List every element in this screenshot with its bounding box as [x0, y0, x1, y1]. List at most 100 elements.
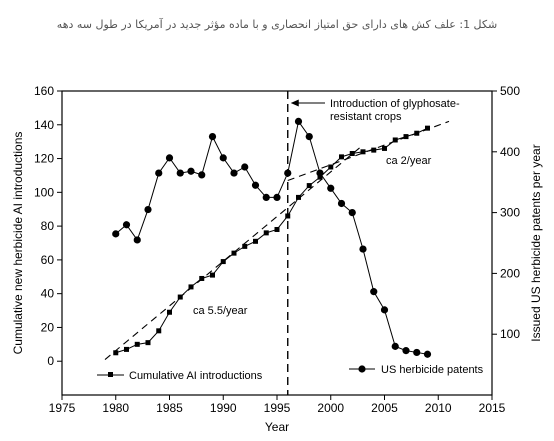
y-left-tick-label: 160 — [34, 84, 54, 98]
ai-introductions-point — [403, 134, 409, 140]
patents-point — [391, 342, 399, 350]
legend-marker-ai — [108, 372, 113, 377]
patents-point — [133, 236, 141, 244]
patents-point — [219, 154, 227, 162]
y-right-tick-label: 100 — [500, 327, 520, 341]
legend: Cumulative AI introductions US herbicide … — [97, 364, 484, 382]
patents-point — [294, 117, 303, 125]
x-tick-label: 2015 — [479, 401, 506, 415]
annotation-text: resistant crops — [330, 111, 402, 123]
patents-point — [327, 184, 335, 192]
patents-point — [413, 348, 421, 357]
y-left-tick-label: 80 — [41, 219, 55, 233]
patents-point — [198, 171, 206, 179]
patents-point — [423, 350, 432, 358]
patents-point — [370, 288, 378, 296]
ai-introductions-point — [210, 272, 215, 278]
patents-point — [380, 306, 389, 314]
ai-introductions-point — [349, 150, 355, 156]
trend-line — [104, 144, 364, 360]
patents-point — [241, 163, 249, 171]
ai-introductions-point — [156, 328, 162, 334]
ai-introductions-point — [145, 340, 151, 346]
legend-label: US herbicide patents — [381, 364, 484, 376]
patents-point — [316, 169, 324, 177]
ai-introductions-point — [177, 294, 183, 300]
annotation-text: Introduction of glyphosate- — [330, 98, 460, 110]
ai-introductions-point — [274, 226, 280, 232]
patents-point — [251, 181, 260, 189]
ai-introductions-point — [167, 309, 172, 315]
figure-caption: شکل 1: علف کش های دارای حق امتیاز انحصار… — [56, 18, 498, 31]
patents-point — [208, 133, 217, 141]
patents-point — [305, 133, 313, 141]
patents-point — [165, 154, 174, 162]
ai-introductions-point — [253, 238, 258, 244]
x-tick-label: 1995 — [264, 401, 291, 415]
x-tick-label: 2000 — [317, 401, 344, 415]
patents-point — [144, 205, 152, 214]
ai-introductions-point — [360, 149, 366, 155]
legend-label: Cumulative AI introductions — [129, 370, 263, 382]
ai-introductions-point — [392, 137, 398, 143]
patents-point — [187, 167, 195, 175]
x-tick-label: 1980 — [102, 401, 129, 415]
patents-point — [402, 347, 410, 355]
ai-introductions-point — [382, 145, 387, 151]
ai-introductions-point — [134, 341, 140, 347]
patents-line — [115, 120, 428, 355]
ai-introductions-line — [115, 127, 428, 354]
y-left-tick-label: 0 — [47, 354, 54, 368]
trend-label: ca 2/year — [386, 155, 432, 167]
ai-introductions-point — [113, 350, 119, 356]
ai-introductions-point — [188, 284, 194, 290]
patents-point — [337, 199, 346, 208]
patents-point — [176, 169, 184, 177]
ai-introductions-point — [339, 154, 344, 160]
axes: 1975 1980 1985 1990 1995 2000 2005 2010 2015 0 20 4… — [11, 84, 543, 434]
y-left-tick-label: 120 — [34, 152, 54, 166]
ai-introductions-point — [242, 243, 248, 249]
y-left-tick-label: 60 — [41, 253, 55, 267]
ai-introductions-point — [306, 183, 312, 189]
ai-introductions-point — [231, 250, 237, 256]
ai-introductions-point — [317, 174, 323, 180]
ai-introductions-point — [263, 230, 269, 236]
patents-point — [262, 193, 270, 201]
y-left-tick-label: 20 — [41, 320, 55, 334]
y-left-tick-label: 40 — [41, 287, 55, 301]
patents-point — [230, 169, 238, 177]
patents-point — [122, 221, 131, 229]
x-tick-label: 2005 — [371, 401, 398, 415]
ai-introductions-point — [425, 125, 430, 131]
x-axis-label: Year — [265, 420, 289, 434]
y-left-tick-label: 100 — [34, 185, 54, 199]
y-left-axis-label: Cumulative new herbicide AI introduction… — [11, 132, 25, 355]
ai-introductions-point — [124, 346, 129, 352]
ai-introductions-point — [199, 275, 205, 281]
y-left-tick-label: 140 — [34, 118, 54, 132]
y-right-tick-label: 400 — [500, 145, 520, 159]
series-group — [112, 117, 432, 358]
legend-marker-patents — [358, 365, 366, 373]
x-tick-label: 2010 — [425, 401, 452, 415]
patents-point — [359, 245, 367, 253]
x-tick-label: 1985 — [156, 401, 183, 415]
ai-introductions-point — [328, 164, 334, 170]
ai-introductions-point — [414, 130, 420, 136]
ai-introductions-point — [371, 147, 377, 153]
ai-introductions-point — [220, 259, 226, 265]
x-tick-label: 1975 — [49, 401, 76, 415]
patents-point — [155, 169, 163, 177]
patents-point — [112, 230, 120, 238]
y-right-tick-label: 200 — [500, 266, 520, 280]
y-right-tick-label: 500 — [500, 84, 520, 98]
trend-label: ca 5.5/year — [193, 305, 248, 317]
annotations: Introduction of glyphosate-resistant cro… — [193, 91, 460, 395]
y-right-axis-label: Issued US herbicide patents per year — [529, 144, 543, 341]
x-tick-label: 1990 — [210, 401, 237, 415]
patents-point — [273, 193, 281, 201]
y-right-tick-label: 300 — [500, 206, 520, 220]
ai-introductions-point — [296, 194, 301, 200]
